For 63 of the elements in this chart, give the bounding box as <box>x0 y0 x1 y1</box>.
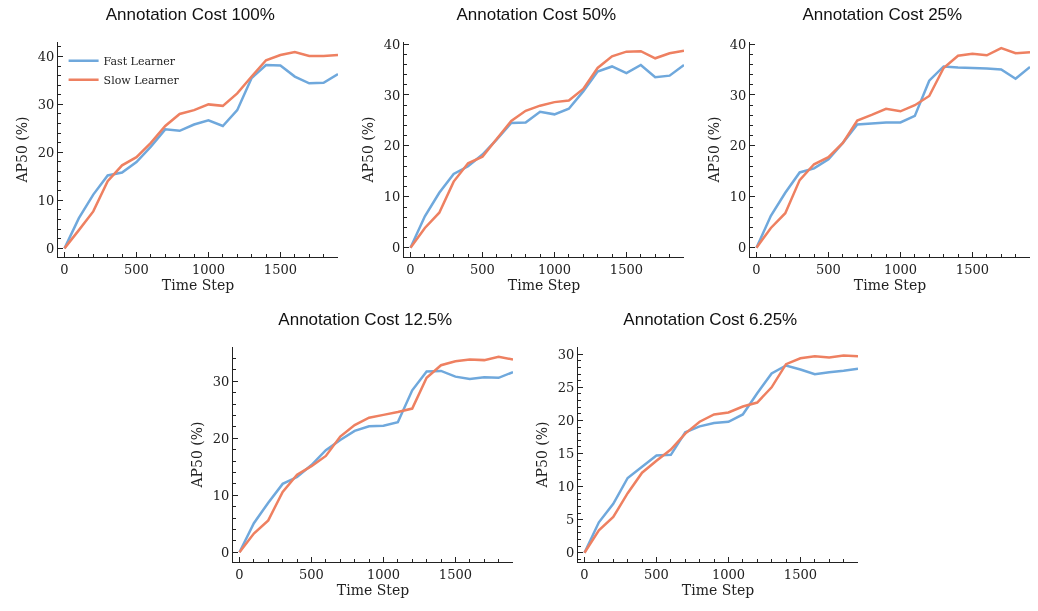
y-tick-label: 0 <box>566 545 575 561</box>
x-tick-label: 1500 <box>438 566 472 582</box>
y-axis-title: AP50 (%) <box>534 421 551 489</box>
x-tick-label: 0 <box>235 566 244 582</box>
x-tick-label: 1500 <box>783 566 817 582</box>
x-tick-label: 500 <box>816 261 841 277</box>
x-tick-label: 1500 <box>609 261 643 277</box>
y-tick-label: 5 <box>566 512 575 528</box>
y-tick-label: 25 <box>557 379 575 395</box>
y-tick-label: 15 <box>557 446 575 462</box>
y-tick-label: 20 <box>383 138 401 154</box>
y-tick-label: 40 <box>37 48 55 64</box>
chart-title: Annotation Cost 50% <box>456 4 617 24</box>
y-tick-label: 0 <box>392 240 401 256</box>
y-tick-label: 20 <box>729 138 747 154</box>
y-tick-label: 30 <box>383 87 401 103</box>
x-tick-label: 1500 <box>263 261 297 277</box>
x-axis-title: Time Step <box>681 581 755 598</box>
y-tick-label: 30 <box>212 373 230 389</box>
x-tick-label: 1000 <box>883 261 917 277</box>
x-tick-label: 1000 <box>537 261 571 277</box>
x-tick-label: 0 <box>752 261 761 277</box>
y-tick-label: 30 <box>557 346 575 362</box>
chart-title: Annotation Cost 6.25% <box>623 309 798 329</box>
y-tick-label: 20 <box>37 144 55 160</box>
y-tick-label: 10 <box>37 192 55 208</box>
legend-label: Fast Learner <box>103 55 176 69</box>
y-axis-title: AP50 (%) <box>706 116 723 184</box>
x-tick-label: 500 <box>299 566 324 582</box>
y-tick-label: 30 <box>729 87 747 103</box>
y-tick-label: 10 <box>212 487 230 503</box>
x-tick-label: 1500 <box>955 261 989 277</box>
y-tick-label: 40 <box>729 36 747 52</box>
y-tick-label: 30 <box>37 96 55 112</box>
y-tick-label: 10 <box>729 189 747 205</box>
y-tick-label: 20 <box>557 412 575 428</box>
x-tick-label: 0 <box>580 566 589 582</box>
x-tick-label: 0 <box>60 261 69 277</box>
x-tick-label: 500 <box>124 261 149 277</box>
x-axis-title: Time Step <box>336 581 410 598</box>
legend-label: Slow Learner <box>103 74 180 88</box>
y-tick-label: 10 <box>557 479 575 495</box>
x-axis-title: Time Step <box>853 276 927 293</box>
x-tick-label: 500 <box>470 261 495 277</box>
chart-title: Annotation Cost 25% <box>802 4 963 24</box>
y-axis-title: AP50 (%) <box>360 116 377 184</box>
x-tick-label: 500 <box>644 566 669 582</box>
x-tick-label: 1000 <box>366 566 400 582</box>
chart-title: Annotation Cost 100% <box>105 4 275 24</box>
y-tick-label: 0 <box>738 240 747 256</box>
y-axis-title: AP50 (%) <box>189 421 206 489</box>
x-axis-title: Time Step <box>161 276 235 293</box>
x-axis-title: Time Step <box>507 276 581 293</box>
x-tick-label: 0 <box>406 261 415 277</box>
y-tick-label: 20 <box>212 430 230 446</box>
y-tick-label: 10 <box>383 189 401 205</box>
y-axis-title: AP50 (%) <box>14 116 31 184</box>
y-tick-label: 0 <box>46 240 55 256</box>
y-tick-label: 40 <box>383 36 401 52</box>
y-tick-label: 0 <box>221 544 230 560</box>
chart-title: Annotation Cost 12.5% <box>278 309 453 329</box>
x-tick-label: 1000 <box>711 566 745 582</box>
x-tick-label: 1000 <box>191 261 225 277</box>
